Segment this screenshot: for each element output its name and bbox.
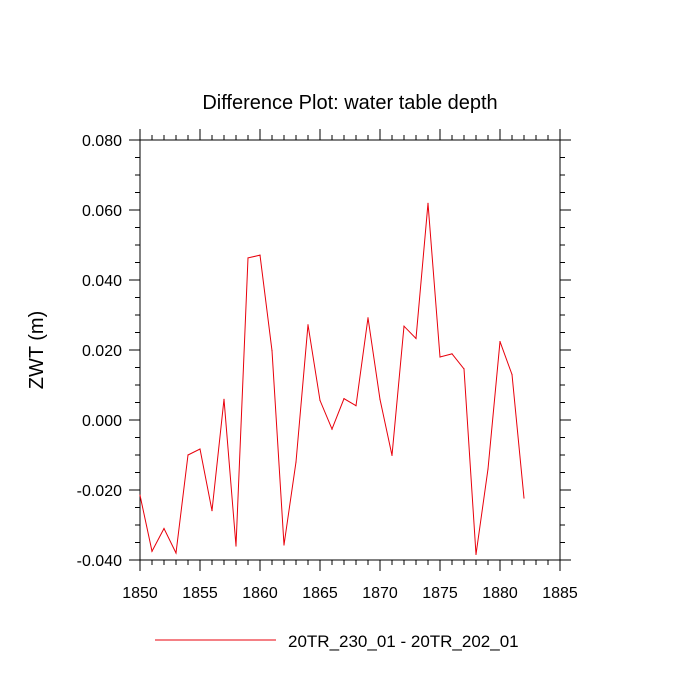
data-point [379, 398, 381, 400]
data-point [403, 325, 405, 327]
data-point [295, 461, 297, 463]
data-point [319, 399, 321, 401]
data-point [139, 494, 141, 496]
data-point [307, 324, 309, 326]
series-line [139, 203, 525, 555]
x-tick-label: 1850 [122, 585, 158, 602]
plot-frame [139, 139, 561, 561]
x-tick-label: 1865 [302, 585, 338, 602]
data-point [259, 254, 261, 256]
y-tick-label: -0.020 [77, 483, 122, 500]
data-point [283, 544, 285, 546]
x-tick-label: 1855 [182, 585, 218, 602]
data-point [223, 398, 225, 400]
major-ticks [129, 129, 571, 571]
legend: 20TR_230_01 - 20TR_202_01 [155, 632, 519, 651]
x-tick-label: 1870 [362, 585, 398, 602]
data-point [439, 356, 441, 358]
x-tick-label: 1885 [542, 585, 578, 602]
data-point [475, 553, 477, 556]
data-point [175, 552, 177, 554]
data-point [271, 350, 273, 352]
y-tick-label: 0.000 [82, 413, 122, 430]
data-point [463, 368, 465, 370]
data-point [343, 398, 345, 400]
data-point [151, 550, 153, 552]
data-points [139, 202, 525, 556]
data-point [199, 448, 201, 450]
y-tick-label: 0.020 [82, 343, 122, 360]
y-tick-label: 0.080 [82, 133, 122, 150]
x-tick-label: 1875 [422, 585, 458, 602]
data-point [523, 497, 525, 499]
x-tick-labels: 1850 1855 1860 1865 1870 1875 1880 1885 [122, 585, 578, 602]
data-point [415, 337, 417, 340]
data-point [163, 527, 165, 530]
x-tick-label: 1860 [242, 585, 278, 602]
y-axis-label: ZWT (m) [26, 311, 48, 390]
data-point [487, 468, 489, 470]
data-point [187, 454, 189, 456]
data-point [331, 428, 333, 430]
data-point [391, 454, 393, 456]
x-tick-label: 1880 [482, 585, 518, 602]
data-point [451, 353, 453, 355]
data-point [427, 202, 429, 204]
chart-title: Difference Plot: water table depth [202, 92, 497, 114]
legend-label: 20TR_230_01 - 20TR_202_01 [288, 632, 519, 651]
data-point [235, 545, 237, 547]
y-tick-label: -0.040 [77, 553, 122, 570]
y-tick-label: 0.040 [82, 273, 122, 290]
data-point [211, 510, 213, 512]
data-point [499, 341, 501, 343]
data-point [367, 317, 369, 319]
y-tick-labels: -0.040 -0.020 0.000 0.020 0.040 0.060 0.080 [77, 133, 122, 570]
data-point [247, 257, 249, 259]
data-point [511, 373, 513, 376]
data-point [355, 405, 357, 407]
y-tick-label: 0.060 [82, 203, 122, 220]
minor-ticks [135, 135, 565, 565]
